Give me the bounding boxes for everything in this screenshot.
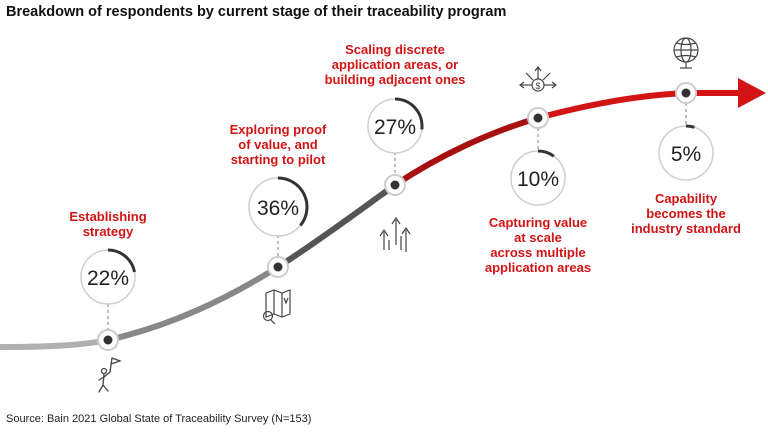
stage-label-4: Capturing value at scale across multiple… [484, 215, 592, 275]
node-1 [97, 329, 119, 351]
curve-segment-3 [276, 182, 397, 270]
curve-segment-4 [393, 115, 539, 188]
percent-value-3: 27% [374, 116, 416, 139]
node-2 [267, 256, 289, 278]
percent-circle-2: 36% [248, 176, 309, 237]
percent-arc-4 [537, 149, 555, 158]
percent-circle-5: 5% [658, 124, 714, 181]
percent-value-1: 22% [87, 267, 129, 290]
percent-arc-1 [107, 248, 136, 273]
percent-circle-4: 10% [510, 149, 566, 206]
globe-icon [673, 37, 699, 69]
percent-value-4: 10% [517, 168, 559, 191]
stage-label-3: Scaling discrete application areas, or b… [324, 42, 466, 87]
percent-arc-3 [394, 97, 424, 130]
source-note: Source: Bain 2021 Global State of Tracea… [6, 413, 312, 425]
node-3 [384, 174, 406, 196]
growth-arrows-icon [379, 216, 411, 252]
node-5 [675, 82, 697, 104]
percent-arc-5 [685, 124, 695, 129]
stage-label-1: Establishing strategy [69, 209, 147, 239]
stage-label-5: Capability becomes the industry standard [631, 191, 741, 236]
percent-circle-3: 27% [367, 97, 424, 154]
curve-segment-5 [537, 90, 740, 121]
dollar-arrows-icon: $ [519, 66, 557, 92]
curve-segment-1 [0, 337, 109, 350]
diagram-title: Breakdown of respondents by current stag… [6, 4, 507, 20]
percent-value-5: 5% [671, 143, 701, 166]
stage-label-2: Exploring proof of value, and starting t… [229, 122, 327, 167]
curve-segment-2 [107, 264, 280, 343]
flag-person-icon [98, 357, 122, 393]
percent-arc-2 [277, 176, 309, 227]
node-4 [527, 107, 549, 129]
percent-value-2: 36% [257, 197, 299, 220]
curve-arrowhead [738, 78, 766, 108]
svg-text:$: $ [535, 81, 540, 91]
map-magnifier-icon [262, 289, 291, 325]
percent-circle-1: 22% [80, 248, 136, 305]
